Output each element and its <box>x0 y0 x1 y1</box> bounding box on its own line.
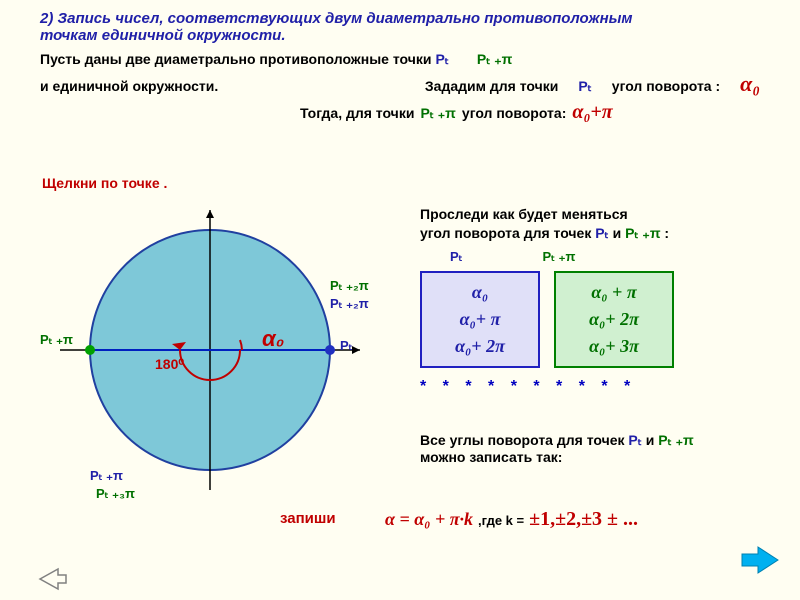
intro-p3b: угол поворота: <box>462 104 566 123</box>
trace-pt: Pₜ <box>595 225 608 241</box>
intro-p1a: Пусть даны две диаметрально противополож… <box>40 50 431 69</box>
angle-180: 180⁰ <box>155 356 184 373</box>
point-pt[interactable] <box>325 345 335 355</box>
title-line1: 2) Запись чисел, соответствующих двум ди… <box>40 10 760 27</box>
trace-and: и <box>613 225 622 241</box>
prev-button[interactable] <box>38 562 68 599</box>
next-button[interactable] <box>740 545 780 583</box>
alpha0p-right: α₀+π <box>572 99 612 126</box>
formula-rhs: ±1,±2,±3 ± ... <box>529 508 638 530</box>
formula-mid: ,где k = <box>478 513 524 528</box>
trace-ptp: Pₜ ₊π <box>625 225 660 241</box>
pt-inline: Pₜ <box>578 77 591 96</box>
left-box: α₀ α₀+ π α₀+ 2π <box>420 271 540 368</box>
alpha0-right: α₀ <box>740 69 760 99</box>
formula-lhs: α = α₀ + π·k <box>385 509 473 529</box>
bottom-pt: Pₜ <box>628 432 641 448</box>
trace-line1: Проследи как будет меняться <box>420 205 770 224</box>
ptp-axis: Pₜ ₊π <box>40 332 73 348</box>
pt-axis: Pₜ <box>340 338 353 354</box>
circle-svg <box>40 180 380 500</box>
unit-circle-diagram: Щелкни по точке . 180⁰ α₀ Pₜ Pₜ ₊π Pₜ ₊₂… <box>40 180 380 500</box>
intro-p2a: Зададим для точки <box>425 77 558 96</box>
trace-line2: угол поворота для точек <box>420 225 591 241</box>
title-line2: точкам единичной окружности. <box>40 27 760 44</box>
intro-p1b: и единичной окружности. <box>40 77 218 96</box>
pt3p-bottom: Pₜ ₊₃π <box>96 486 135 502</box>
click-hint: Щелкни по точке . <box>42 175 167 191</box>
intro-p2b: угол поворота : <box>612 77 720 96</box>
head-right: Pₜ ₊π <box>543 249 576 265</box>
write-label: запиши <box>280 510 336 527</box>
intro-p3a: Тогда, для точки <box>300 104 414 123</box>
bottom-line2: можно записать так: <box>420 449 780 465</box>
right-box: α₀ + π α₀+ 2π α₀+ 3π <box>554 271 674 368</box>
point-ptp[interactable] <box>85 345 95 355</box>
alpha0-center: α₀ <box>262 326 284 352</box>
bottom-line1: Все углы поворота для точек <box>420 432 624 448</box>
bottom-ptp: Pₜ ₊π <box>658 432 693 448</box>
pt2p-1: Pₜ ₊₂π <box>330 278 369 294</box>
head-left: Pₜ <box>450 249 463 265</box>
bottom-and: и <box>646 432 655 448</box>
ptp-label: Pₜ ₊π <box>477 50 512 69</box>
ptp-bottom: Pₜ ₊π <box>90 468 123 484</box>
stars: * * * * * * * * * * <box>420 378 770 396</box>
pt-label: Pₜ <box>435 50 448 69</box>
pt2p-2: Pₜ ₊₂π <box>330 296 369 312</box>
ptp-inline: Pₜ ₊π <box>420 104 455 123</box>
